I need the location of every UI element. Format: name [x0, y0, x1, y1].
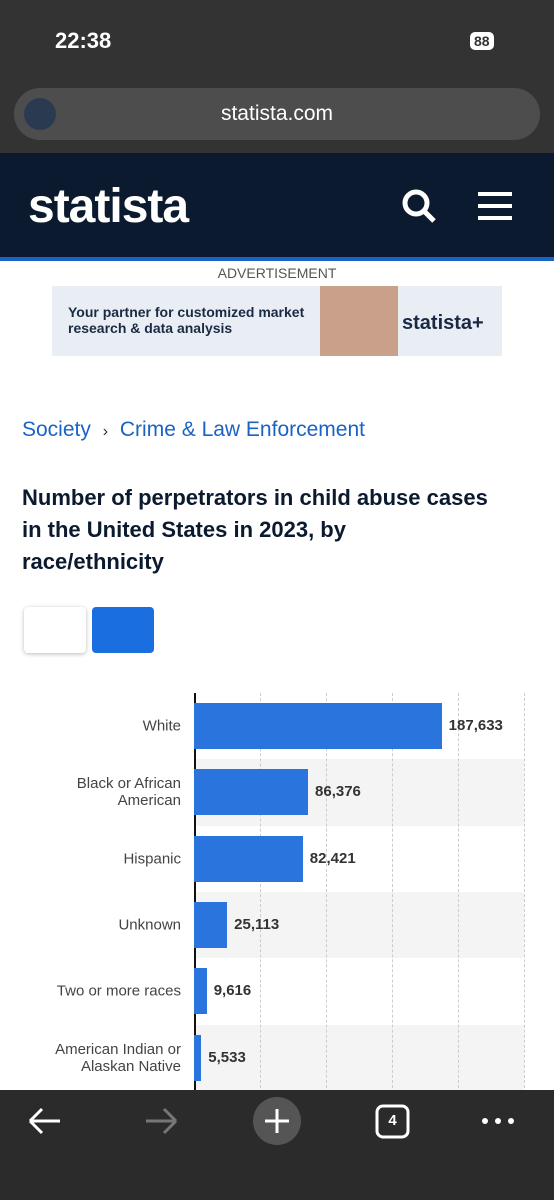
value-label: 187,633	[448, 717, 503, 735]
chart-title: Number of perpetrators in child abuse ca…	[22, 485, 488, 574]
category-label: American Indian or Alaskan Native	[55, 1040, 181, 1075]
bar	[194, 968, 207, 1015]
bar	[194, 902, 228, 949]
chart: White 187,633 Black or African American 86,…	[0, 690, 554, 1090]
grid-line	[326, 693, 327, 1090]
table-view-button[interactable]	[24, 607, 86, 653]
toolbar-icons[interactable]	[0, 1090, 554, 1160]
bar	[194, 703, 442, 750]
logo[interactable]: statista	[28, 180, 189, 233]
category-label: Hispanic	[123, 850, 181, 868]
reader-icon[interactable]	[24, 98, 56, 130]
grid-line	[458, 693, 459, 1090]
row-band	[194, 1024, 524, 1090]
category-label: Unknown	[118, 916, 181, 934]
value-label: 86,376	[315, 783, 361, 801]
row-band	[194, 891, 524, 959]
value-label: 82,421	[309, 849, 356, 867]
grid-line	[260, 693, 261, 1090]
axis-line	[194, 693, 196, 1090]
breadcrumbs: Society › Crime & Law Enforcement	[22, 418, 365, 442]
battery: 88	[470, 32, 494, 50]
breadcrumb[interactable]: Crime & Law Enforcement	[119, 418, 365, 441]
site-header: statista	[0, 153, 554, 261]
breadcrumb[interactable]: Society	[22, 418, 91, 441]
category-label: Black or African American	[76, 775, 181, 810]
grid-line	[392, 693, 393, 1090]
browser-top: 22:38 88 statista.com	[0, 0, 554, 153]
value-label: 25,113	[234, 916, 280, 934]
browser-toolbar: 4	[0, 1090, 554, 1200]
address-bar[interactable]: statista.com	[14, 88, 540, 140]
grid-line	[524, 693, 525, 1090]
separator: ›	[102, 423, 109, 440]
ad-photo	[320, 286, 398, 356]
ad-banner[interactable]: Your partner for customized market resea…	[52, 286, 502, 356]
bar	[194, 1034, 202, 1081]
bar	[194, 769, 309, 816]
category-label: Two or more races	[56, 982, 181, 1000]
value-label: 9,616	[213, 982, 252, 1000]
ad-text: Your partner for customized market resea…	[68, 304, 305, 336]
category-label: White	[142, 717, 181, 735]
bar	[194, 835, 303, 882]
chart-view-button[interactable]	[92, 607, 154, 653]
url: statista.com	[220, 102, 334, 125]
time: 22:38	[55, 28, 112, 53]
ad-brand: statista+	[402, 312, 484, 334]
tab-count: 4	[388, 1112, 397, 1129]
value-label: 5,533	[208, 1048, 246, 1066]
header-icons[interactable]	[398, 187, 518, 227]
ad-label: ADVERTISEMENT	[217, 265, 337, 281]
